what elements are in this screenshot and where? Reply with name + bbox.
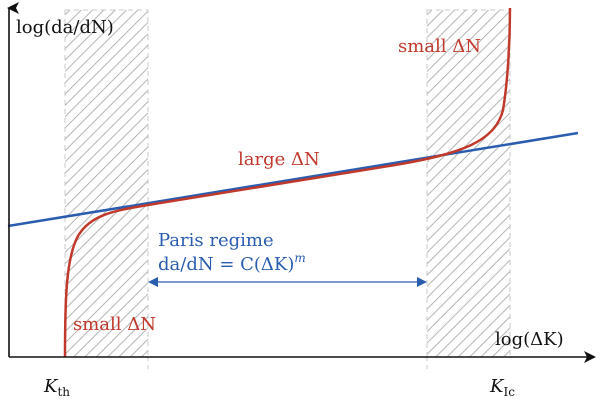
y-axis-label: log(da/dN) xyxy=(16,17,114,38)
paris-line xyxy=(7,131,579,228)
crack-growth-curve xyxy=(63,7,512,358)
kth-tick-label: Kth xyxy=(43,376,70,399)
small-dn-bottom-label: small ΔN xyxy=(73,314,156,335)
paris-regime-title: Paris regime xyxy=(158,230,274,251)
x-axis-label: log(ΔK) xyxy=(495,329,564,350)
paris-equation: da/dN = C(ΔK)m xyxy=(158,251,306,275)
small-dn-top-label: small ΔN xyxy=(398,36,481,57)
large-dn-label: large ΔN xyxy=(238,149,320,170)
kic-tick-label: KIc xyxy=(489,376,515,399)
hatched-region-fracture xyxy=(426,9,511,358)
hatched-region-threshold xyxy=(64,9,149,358)
